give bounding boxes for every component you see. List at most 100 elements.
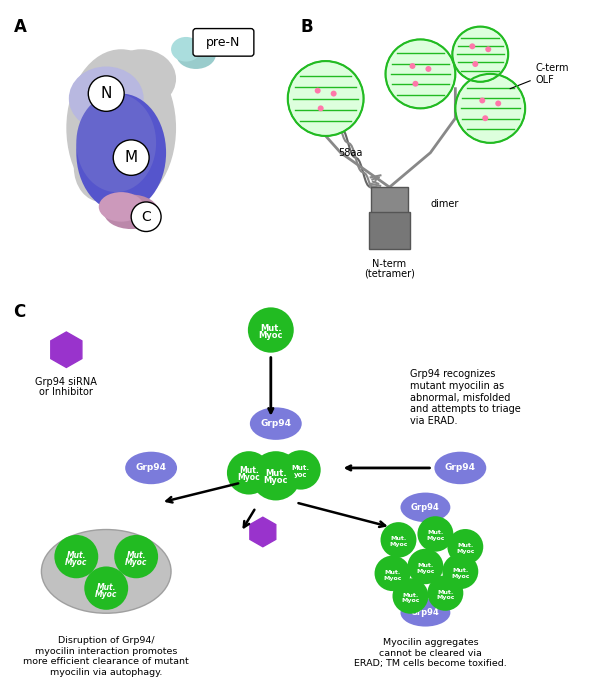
Circle shape bbox=[227, 451, 271, 495]
Polygon shape bbox=[51, 332, 82, 367]
Text: Myoc: Myoc bbox=[416, 569, 434, 574]
Circle shape bbox=[375, 556, 411, 591]
Ellipse shape bbox=[76, 94, 166, 212]
Text: Myoc: Myoc bbox=[264, 476, 288, 485]
Text: N: N bbox=[100, 86, 112, 101]
Circle shape bbox=[385, 40, 455, 108]
Ellipse shape bbox=[434, 451, 486, 484]
Text: Disruption of Grp94/
myocilin interaction promotes
more efficient clearance of m: Disruption of Grp94/ myocilin interactio… bbox=[24, 636, 189, 677]
Circle shape bbox=[114, 535, 158, 578]
Text: Mut.: Mut. bbox=[417, 563, 434, 568]
Circle shape bbox=[288, 61, 363, 136]
Text: Mut.: Mut. bbox=[384, 570, 401, 575]
Circle shape bbox=[479, 97, 485, 103]
Ellipse shape bbox=[41, 530, 171, 613]
Text: or Inhibitor: or Inhibitor bbox=[40, 387, 93, 397]
FancyBboxPatch shape bbox=[193, 29, 254, 56]
Text: Grp94: Grp94 bbox=[135, 464, 167, 473]
Text: Mut.: Mut. bbox=[239, 466, 259, 475]
Circle shape bbox=[392, 578, 428, 614]
Circle shape bbox=[54, 535, 98, 578]
Circle shape bbox=[248, 308, 294, 353]
Text: Myoc: Myoc bbox=[456, 549, 475, 554]
Text: Grp94: Grp94 bbox=[411, 608, 440, 617]
Polygon shape bbox=[250, 517, 276, 547]
Text: pre-N: pre-N bbox=[206, 36, 240, 49]
Text: Mut.: Mut. bbox=[67, 551, 86, 560]
Text: Myoc: Myoc bbox=[65, 558, 87, 567]
Text: 58aa: 58aa bbox=[339, 148, 363, 158]
Text: dimer: dimer bbox=[430, 199, 459, 209]
Circle shape bbox=[407, 549, 443, 584]
Text: C: C bbox=[141, 210, 151, 224]
Circle shape bbox=[330, 90, 337, 97]
Circle shape bbox=[469, 43, 475, 49]
Text: Grp94: Grp94 bbox=[411, 503, 440, 512]
Text: Grp94 recognizes
mutant myocilin as
abnormal, misfolded
and attempts to triage
v: Grp94 recognizes mutant myocilin as abno… bbox=[411, 369, 521, 426]
Circle shape bbox=[131, 202, 161, 232]
Ellipse shape bbox=[104, 195, 158, 229]
Circle shape bbox=[85, 566, 128, 610]
Text: Myoc: Myoc bbox=[436, 595, 454, 601]
Circle shape bbox=[472, 61, 478, 67]
Text: yoc: yoc bbox=[294, 472, 307, 478]
Text: Grp94: Grp94 bbox=[260, 419, 291, 428]
Circle shape bbox=[410, 63, 415, 69]
Ellipse shape bbox=[125, 451, 177, 484]
Text: Myocilin aggregates
cannot be cleared via
ERAD; TM cells become toxified.: Myocilin aggregates cannot be cleared vi… bbox=[354, 638, 507, 668]
Text: Mut.: Mut. bbox=[265, 469, 287, 478]
Circle shape bbox=[88, 76, 124, 112]
Text: Mut.: Mut. bbox=[402, 593, 418, 597]
Ellipse shape bbox=[176, 40, 216, 69]
Text: C-term
OLF: C-term OLF bbox=[535, 63, 569, 85]
FancyBboxPatch shape bbox=[369, 212, 411, 249]
Text: Mut.: Mut. bbox=[457, 543, 473, 548]
Circle shape bbox=[381, 522, 417, 558]
Text: Mut.: Mut. bbox=[292, 465, 310, 471]
Text: Mut.: Mut. bbox=[452, 568, 469, 573]
Text: Grp94: Grp94 bbox=[445, 464, 476, 473]
Text: M: M bbox=[125, 150, 138, 165]
Ellipse shape bbox=[250, 408, 302, 440]
Circle shape bbox=[485, 47, 491, 52]
Ellipse shape bbox=[99, 192, 144, 222]
Text: (tetramer): (tetramer) bbox=[364, 269, 415, 279]
Circle shape bbox=[455, 74, 525, 143]
Text: Myoc: Myoc bbox=[383, 576, 402, 581]
Circle shape bbox=[447, 529, 483, 564]
Ellipse shape bbox=[171, 37, 201, 62]
Text: Mut.: Mut. bbox=[391, 536, 407, 541]
Circle shape bbox=[417, 516, 453, 551]
Ellipse shape bbox=[401, 599, 450, 627]
Text: Myoc: Myoc bbox=[451, 574, 470, 579]
Circle shape bbox=[281, 450, 321, 490]
Text: Mut.: Mut. bbox=[96, 583, 116, 592]
Circle shape bbox=[452, 27, 508, 82]
Ellipse shape bbox=[106, 49, 176, 108]
Text: B: B bbox=[301, 18, 313, 36]
Circle shape bbox=[482, 115, 488, 121]
FancyBboxPatch shape bbox=[371, 187, 408, 247]
Circle shape bbox=[495, 101, 501, 106]
Circle shape bbox=[427, 575, 463, 611]
Text: C: C bbox=[14, 303, 26, 321]
Text: A: A bbox=[14, 18, 27, 36]
Text: Myoc: Myoc bbox=[238, 473, 260, 482]
Ellipse shape bbox=[76, 94, 156, 192]
Ellipse shape bbox=[74, 133, 129, 202]
Text: Mut.: Mut. bbox=[427, 530, 443, 536]
Text: Myoc: Myoc bbox=[259, 332, 283, 340]
Text: Myoc: Myoc bbox=[426, 536, 444, 541]
Text: Myoc: Myoc bbox=[401, 599, 420, 603]
Circle shape bbox=[443, 553, 478, 589]
Text: Mut.: Mut. bbox=[437, 590, 453, 595]
Text: Mut.: Mut. bbox=[260, 323, 282, 332]
Ellipse shape bbox=[401, 493, 450, 522]
Text: Myoc: Myoc bbox=[125, 558, 147, 567]
Circle shape bbox=[314, 88, 321, 94]
Circle shape bbox=[413, 81, 418, 87]
Text: Grp94 siRNA: Grp94 siRNA bbox=[35, 377, 98, 387]
Ellipse shape bbox=[69, 66, 144, 131]
Text: Myoc: Myoc bbox=[95, 590, 118, 599]
Text: N-term: N-term bbox=[372, 259, 407, 269]
